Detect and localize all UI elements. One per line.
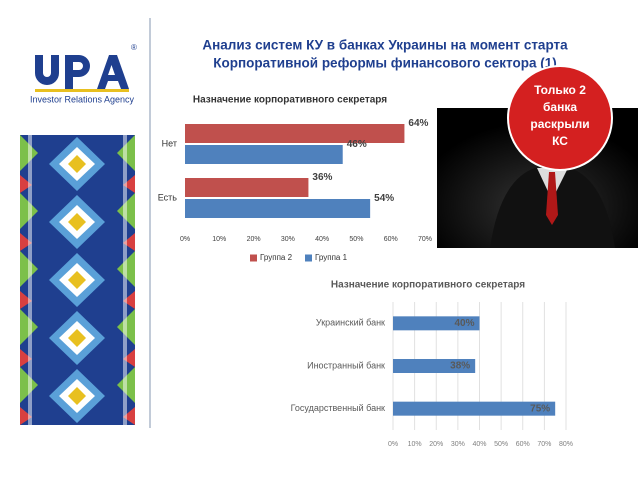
legend-swatch (305, 254, 312, 262)
x-tick-label: 20% (247, 236, 261, 243)
x-tick-label: 60% (516, 441, 530, 448)
x-tick-label: 30% (451, 441, 465, 448)
data-label: 46% (347, 139, 367, 150)
x-tick-label: 70% (418, 236, 432, 243)
bar (393, 316, 480, 331)
bar (185, 124, 405, 143)
bar (393, 359, 476, 373)
y-tick-label: Украинский банк (316, 318, 385, 328)
x-tick-label: 70% (537, 441, 551, 448)
legend-label: Группа 2 (260, 253, 293, 262)
y-tick-label: Иностранный банк (307, 360, 385, 370)
chart-title: Назначение корпоративного секретаря (331, 280, 525, 291)
x-tick-label: 80% (559, 441, 573, 448)
x-tick-label: 10% (408, 441, 422, 448)
bar (185, 145, 343, 164)
chart-title: Назначение корпоративного секретаря (193, 95, 387, 106)
x-tick-label: 50% (349, 236, 363, 243)
ornament (20, 135, 135, 425)
data-label: 40% (454, 318, 474, 329)
callout: Только 2 банка раскрыли КС (507, 65, 613, 171)
x-tick-label: 20% (429, 441, 443, 448)
bar (185, 199, 371, 218)
x-tick-label: 50% (494, 441, 508, 448)
x-tick-label: 10% (212, 236, 226, 243)
x-tick-label: 0% (180, 236, 190, 243)
callout-text: банка (543, 100, 577, 114)
legend-swatch (250, 254, 257, 262)
x-tick-label: 40% (315, 236, 329, 243)
x-tick-label: 60% (384, 236, 398, 243)
callout-text: раскрыли (530, 117, 589, 131)
logo: ® Investor Relations Agency (30, 43, 137, 104)
bar (393, 401, 556, 416)
data-label: 75% (530, 403, 550, 414)
data-label: 36% (312, 172, 332, 183)
callout-text: КС (552, 134, 568, 148)
data-label: 38% (450, 361, 470, 372)
data-label: 64% (408, 118, 428, 129)
y-tick-label: Есть (158, 192, 178, 202)
data-label: 54% (374, 193, 394, 204)
slide-title: Корпоративной реформы финансового сектор… (213, 56, 556, 71)
legend-label: Группа 1 (315, 253, 348, 262)
logo-mark: ® (131, 43, 137, 52)
y-tick-label: Нет (162, 138, 177, 148)
bar (185, 178, 309, 197)
x-tick-label: 40% (472, 441, 486, 448)
x-tick-label: 30% (281, 236, 295, 243)
x-tick-label: 0% (388, 441, 398, 448)
slide-title: Анализ систем КУ в банках Украины на мом… (202, 38, 568, 53)
logo-tagline: Investor Relations Agency (30, 94, 135, 104)
y-tick-label: Государственный банк (291, 403, 385, 413)
callout-text: Только 2 (534, 83, 586, 97)
